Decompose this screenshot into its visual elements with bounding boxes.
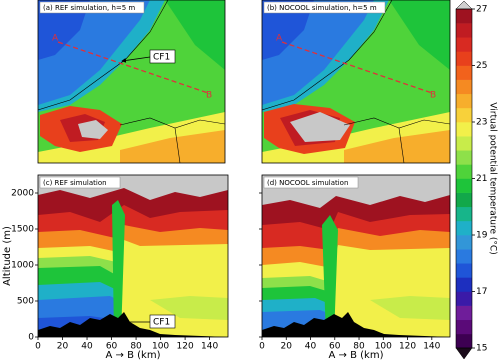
title-box (39, 176, 121, 189)
x-tick-label: 120 (177, 342, 194, 352)
y-tick-label: 1000 (11, 261, 34, 271)
colorbar-band (456, 93, 472, 109)
plot-frame (261, 174, 451, 338)
x-tick-label: 100 (152, 342, 169, 352)
x-axis-label: A → B (km) (106, 350, 161, 361)
colorbar-tick-label: 27 (476, 5, 487, 15)
section-field (38, 175, 228, 337)
x-axis-label: A → B (km) (329, 350, 384, 361)
section-field (262, 175, 450, 337)
colorbar-band (456, 150, 472, 165)
y-tick-label: 1500 (11, 225, 34, 235)
colorbar-band (456, 122, 472, 137)
colorbar-band (456, 333, 472, 349)
annotation-arrow (121, 56, 151, 63)
map-field (38, 0, 225, 163)
x-tick-label: 40 (305, 342, 317, 352)
colorbar-band (456, 164, 472, 179)
colorbar-band (456, 277, 472, 292)
map-field (262, 0, 450, 163)
colorbar-under (455, 347, 473, 360)
map-frame (261, 0, 451, 164)
colorbar-band (456, 263, 472, 278)
colorbar-band (456, 319, 472, 335)
panel-title: (d) NOCOOL simulation (267, 179, 348, 187)
x-tick-label: 20 (57, 342, 69, 352)
point-label: B (430, 91, 436, 101)
x-tick-label: 120 (399, 342, 416, 352)
colorbar-band (456, 291, 472, 306)
y-tick-label: 500 (17, 297, 34, 307)
panel-title: (a) REF simulation, h=5 m (43, 4, 135, 12)
y-tick-label: 2000 (11, 189, 34, 199)
colorbar-band (456, 65, 472, 80)
x-tick-label: 60 (106, 342, 118, 352)
x-tick-label: 0 (35, 342, 41, 352)
annotation-box (149, 314, 176, 329)
title-box (263, 1, 386, 14)
colorbar-band (456, 79, 472, 95)
annotation-box (149, 49, 176, 64)
x-tick-label: 140 (201, 342, 218, 352)
colorbar-band (456, 249, 472, 264)
title-box (263, 176, 359, 189)
panel-title: (c) REF simulation (43, 179, 107, 187)
colorbar-band (456, 206, 472, 222)
x-tick-label: 60 (329, 342, 341, 352)
colorbar-band (456, 9, 472, 24)
colorbar-band (456, 192, 472, 208)
x-tick-label: 140 (423, 342, 440, 352)
colorbar-tick-label: 19 (476, 231, 488, 241)
panel-title: (b) NOCOOL simulation, h=5 m (267, 4, 377, 12)
colorbar-tick-label: 17 (476, 287, 487, 297)
colorbar-tick-label: 23 (476, 118, 487, 128)
x-tick-label: 100 (375, 342, 392, 352)
colorbar-band (456, 178, 472, 193)
y-tick-label: 0 (28, 333, 34, 343)
point-label: A (52, 34, 59, 44)
x-tick-label: 80 (130, 342, 142, 352)
point-label: B (206, 91, 212, 101)
annotation: CF1 (153, 318, 170, 328)
annotation: CF1 (153, 53, 170, 63)
colorbar-band (456, 23, 472, 38)
point-label: A (276, 34, 283, 44)
colorbar-band (456, 107, 472, 123)
colorbar-tick-label: 21 (476, 174, 487, 184)
x-tick-label: 20 (281, 342, 293, 352)
colorbar-band (456, 37, 472, 52)
colorbar-tick-label: 15 (476, 344, 487, 354)
title-box (39, 1, 145, 14)
colorbar-band (456, 220, 472, 236)
colorbar-band (456, 305, 472, 321)
map-frame (37, 0, 226, 164)
y-axis-label: Altitude (m) (2, 226, 13, 286)
colorbar-over (455, 0, 473, 10)
colorbar-band (456, 136, 472, 151)
x-tick-label: 0 (259, 342, 265, 352)
colorbar-band (456, 235, 472, 250)
plot-frame (37, 174, 229, 338)
colorbar-label: Virtual potential temperature (°C) (488, 102, 498, 254)
colorbar-band (456, 51, 472, 66)
x-tick-label: 80 (353, 342, 365, 352)
x-tick-label: 40 (81, 342, 93, 352)
colorbar-tick-label: 25 (476, 61, 487, 71)
